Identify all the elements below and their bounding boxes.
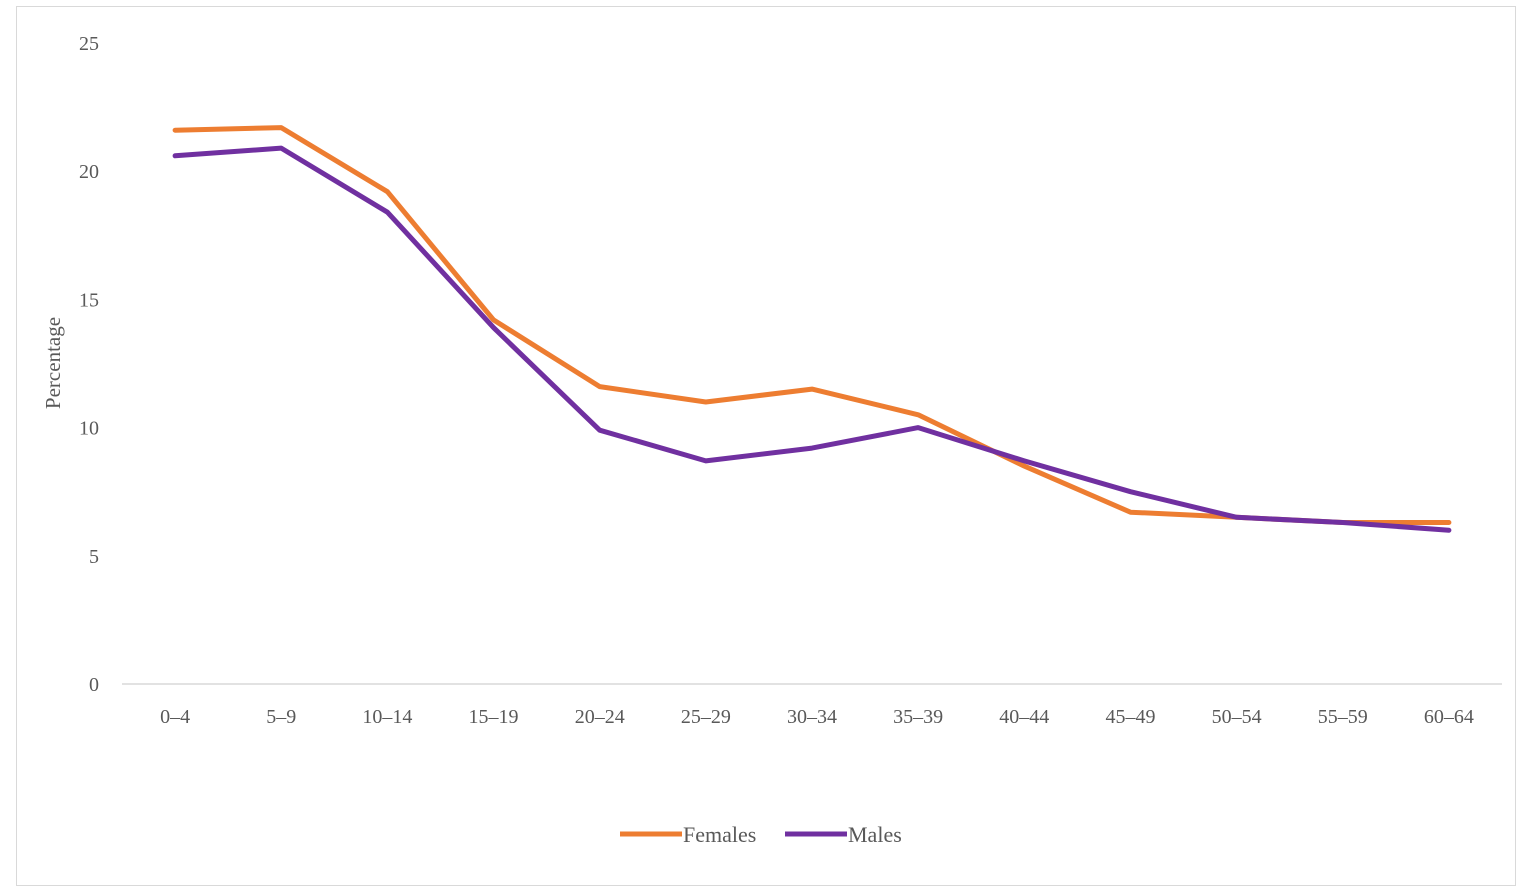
x-tick-label: 55–59 [1318,706,1368,728]
y-tick-label: 25 [79,33,99,55]
legend: Females Males [620,822,902,847]
x-tick-label: 20–24 [575,706,625,728]
x-tick-label: 50–54 [1212,706,1262,728]
y-axis-title: Percentage [41,317,65,409]
y-tick-label: 15 [79,289,99,311]
x-tick-label: 60–64 [1424,706,1474,728]
x-tick-label: 15–19 [469,706,519,728]
series-line-males [172,145,1452,533]
y-tick-label: 10 [79,418,99,440]
x-tick-label: 0–4 [160,706,190,728]
x-tick-label: 25–29 [681,706,731,728]
series-lines [172,125,1452,533]
x-tick-label: 35–39 [893,706,943,728]
y-tick-label: 0 [89,674,99,696]
y-tick-label: 20 [79,161,99,183]
x-tick-label: 40–44 [999,706,1049,728]
x-tick-label: 45–49 [1105,706,1155,728]
x-tick-label: 30–34 [787,706,837,728]
y-tick-label: 5 [89,546,99,568]
x-tick-label: 10–14 [362,706,412,728]
y-axis-ticks: 0 5 10 15 20 25 [79,33,99,696]
legend-label-females: Females [683,822,756,847]
x-axis-ticks: 0–4 5–9 10–14 15–19 20–24 25–29 30–34 35–39 40–4… [160,706,1474,728]
series-line-females [172,125,1452,525]
legend-label-males: Males [848,822,902,847]
x-tick-label: 5–9 [266,706,296,728]
